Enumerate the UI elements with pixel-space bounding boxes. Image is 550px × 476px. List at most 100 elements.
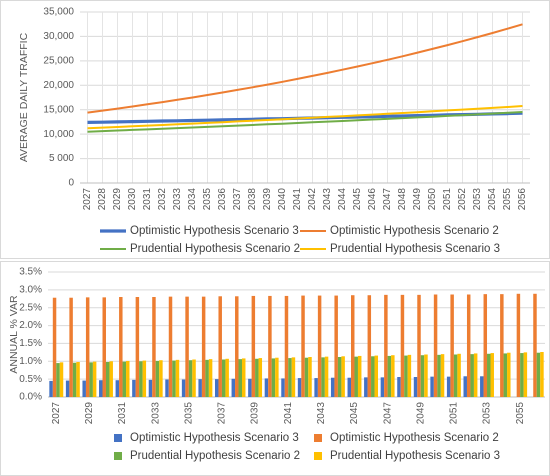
legend-swatch [314, 452, 322, 460]
y-tick-label: 1.0% [19, 356, 42, 367]
x-tick-label: 2048 [397, 188, 408, 211]
x-tick-label: 2037 [232, 188, 243, 211]
x-tick-label: 2042 [307, 188, 318, 211]
x-tick-label: 2029 [112, 188, 123, 211]
bar [241, 358, 246, 397]
bar [201, 296, 206, 397]
bar [52, 297, 57, 397]
x-tick-label: 2055 [502, 188, 513, 211]
bar [288, 358, 292, 397]
bar [520, 353, 524, 397]
legend-label: Optimistic Hypothesis Scenario 2 [330, 225, 499, 237]
bar [275, 357, 279, 397]
x-tick-label: 2049 [412, 188, 423, 211]
x-tick-label: 2050 [427, 188, 438, 211]
bar [483, 294, 488, 397]
bar [341, 356, 345, 397]
bar [251, 295, 256, 397]
bar [181, 379, 186, 397]
x-tick-label: 2056 [517, 188, 528, 211]
bar [238, 359, 242, 397]
bar [168, 296, 173, 397]
x-tick-label: 2028 [97, 188, 108, 211]
legend-label: Optimistic Hypothesis Scenario 2 [330, 432, 499, 444]
bar [380, 377, 385, 397]
bar [397, 377, 401, 397]
series-line [87, 23, 523, 114]
bar [102, 297, 106, 397]
bar [473, 353, 478, 397]
bar [155, 360, 160, 397]
x-tick-label: 2047 [382, 402, 393, 425]
bar [330, 377, 335, 397]
x-tick-label: 2051 [442, 188, 453, 211]
x-tick-label: 2031 [142, 188, 153, 211]
bar [367, 295, 372, 397]
bar [466, 294, 471, 397]
legend-swatch [314, 434, 322, 442]
bar [148, 379, 153, 397]
bar [387, 355, 392, 397]
bar [480, 376, 484, 397]
legend-label: Prudential Hypothesis Scenario 2 [130, 450, 300, 462]
x-tick-label: 2039 [250, 402, 261, 425]
bar [59, 362, 64, 397]
x-tick-label: 2036 [217, 188, 228, 211]
bar [255, 358, 259, 397]
bar [536, 352, 541, 397]
y-tick-label: 2.0% [19, 320, 42, 331]
bar [122, 361, 127, 397]
x-tick-label: 2047 [382, 188, 393, 211]
y-tick-label: 2.5% [19, 302, 42, 313]
x-tick-label: 2039 [262, 188, 273, 211]
bar [354, 356, 358, 397]
y-axis-title: AVERAGE DAILY TRAFFIC [18, 32, 30, 162]
y-tick-label: 15,000 [43, 104, 74, 115]
bar [165, 379, 169, 397]
x-tick-label: 2031 [117, 402, 128, 425]
bar [188, 360, 193, 397]
bar [500, 294, 504, 397]
bar [72, 362, 77, 397]
x-tick-label: 2043 [316, 402, 327, 425]
legend-label: Optimistic Hypothesis Scenario 3 [130, 225, 299, 237]
bar [264, 378, 269, 397]
bar [198, 379, 202, 397]
x-tick-label: 2045 [349, 402, 360, 425]
bar [82, 380, 86, 397]
bar [49, 380, 53, 397]
bar [374, 355, 379, 397]
bar [126, 360, 130, 397]
bar [507, 352, 511, 397]
x-tick-label: 2035 [202, 188, 213, 211]
bar [225, 358, 229, 397]
bar [205, 359, 209, 397]
legend-swatch [114, 452, 122, 460]
bar [413, 377, 418, 397]
x-tick-label: 2040 [277, 188, 288, 211]
y-tick-label: 3.5% [19, 267, 42, 278]
x-tick-label: 2030 [127, 188, 138, 211]
x-tick-label: 2038 [247, 188, 258, 211]
bar [69, 297, 73, 397]
x-tick-label: 2035 [183, 402, 194, 425]
bar [119, 297, 123, 397]
bar [533, 293, 537, 397]
bar [437, 354, 441, 397]
x-tick-label: 2044 [337, 188, 348, 211]
x-tick-label: 2037 [217, 402, 228, 425]
bar [430, 376, 434, 397]
bar [324, 356, 329, 397]
x-tick-label: 2034 [187, 188, 198, 211]
bar [407, 354, 412, 397]
bar [450, 294, 454, 397]
bar [235, 296, 239, 397]
bar [185, 296, 189, 397]
y-tick-label: 0.5% [19, 374, 42, 385]
y-tick-label: 0 [68, 178, 74, 189]
bar [446, 376, 451, 397]
bar [135, 297, 140, 397]
bar [142, 360, 147, 397]
bar [384, 294, 388, 397]
y-tick-label: 3.0% [19, 284, 42, 295]
